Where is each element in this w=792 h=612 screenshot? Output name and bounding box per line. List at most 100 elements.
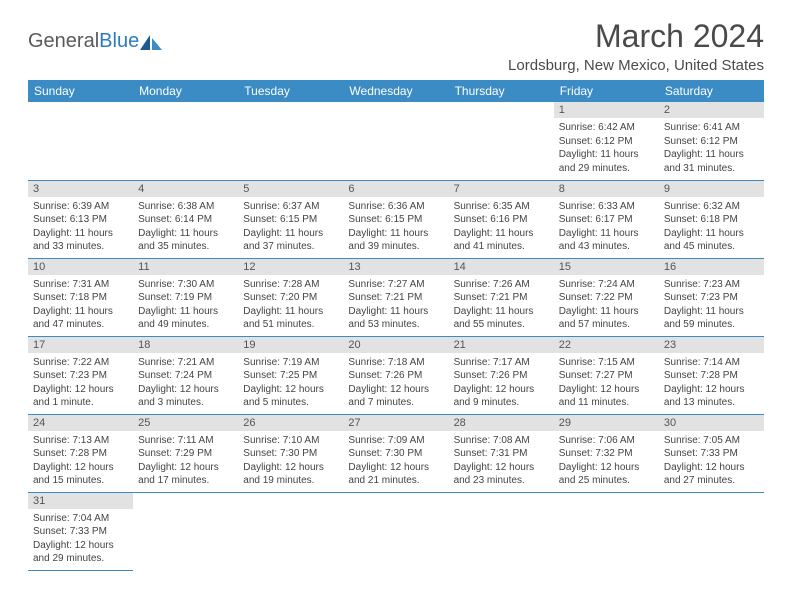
sunrise: Sunrise: 7:22 AM [33,356,128,370]
daylight: Daylight: 12 hours and 25 minutes. [559,461,654,488]
day-number: 17 [28,337,133,353]
sunset: Sunset: 7:21 PM [348,291,443,305]
day-details: Sunrise: 7:18 AMSunset: 7:26 PMDaylight:… [343,353,448,414]
daylight: Daylight: 11 hours and 45 minutes. [664,227,759,254]
header: GeneralBlue March 2024 Lordsburg, New Me… [28,18,764,74]
sunrise: Sunrise: 7:18 AM [348,356,443,370]
sunrise: Sunrise: 7:26 AM [454,278,549,292]
title-block: March 2024 Lordsburg, New Mexico, United… [508,18,764,74]
day-number: 12 [238,259,343,275]
sunrise: Sunrise: 7:05 AM [664,434,759,448]
sunset: Sunset: 7:24 PM [138,369,233,383]
calendar-cell: 21Sunrise: 7:17 AMSunset: 7:26 PMDayligh… [449,336,554,414]
sunset: Sunset: 7:28 PM [33,447,128,461]
day-details: Sunrise: 7:31 AMSunset: 7:18 PMDaylight:… [28,275,133,336]
calendar-cell: 19Sunrise: 7:19 AMSunset: 7:25 PMDayligh… [238,336,343,414]
calendar-table: SundayMondayTuesdayWednesdayThursdayFrid… [28,80,764,571]
calendar-cell [659,492,764,570]
day-number: 4 [133,181,238,197]
sunset: Sunset: 6:13 PM [33,213,128,227]
day-details: Sunrise: 6:35 AMSunset: 6:16 PMDaylight:… [449,197,554,258]
calendar-cell: 25Sunrise: 7:11 AMSunset: 7:29 PMDayligh… [133,414,238,492]
daylight: Daylight: 11 hours and 47 minutes. [33,305,128,332]
calendar-cell: 31Sunrise: 7:04 AMSunset: 7:33 PMDayligh… [28,492,133,570]
calendar-cell: 11Sunrise: 7:30 AMSunset: 7:19 PMDayligh… [133,258,238,336]
day-number: 11 [133,259,238,275]
day-details: Sunrise: 7:22 AMSunset: 7:23 PMDaylight:… [28,353,133,414]
sunset: Sunset: 7:33 PM [33,525,128,539]
day-number: 20 [343,337,448,353]
calendar-cell [554,492,659,570]
sunset: Sunset: 7:31 PM [454,447,549,461]
day-details: Sunrise: 6:37 AMSunset: 6:15 PMDaylight:… [238,197,343,258]
daylight: Daylight: 12 hours and 15 minutes. [33,461,128,488]
calendar-body: 1Sunrise: 6:42 AMSunset: 6:12 PMDaylight… [28,102,764,570]
day-number: 15 [554,259,659,275]
sunset: Sunset: 7:21 PM [454,291,549,305]
calendar-cell: 3Sunrise: 6:39 AMSunset: 6:13 PMDaylight… [28,180,133,258]
day-number: 2 [659,102,764,118]
sunset: Sunset: 6:12 PM [664,135,759,149]
day-details: Sunrise: 7:17 AMSunset: 7:26 PMDaylight:… [449,353,554,414]
calendar-cell: 16Sunrise: 7:23 AMSunset: 7:23 PMDayligh… [659,258,764,336]
sunrise: Sunrise: 7:13 AM [33,434,128,448]
daylight: Daylight: 12 hours and 23 minutes. [454,461,549,488]
sunset: Sunset: 6:12 PM [559,135,654,149]
logo-sail-icon [139,33,163,51]
calendar-cell: 18Sunrise: 7:21 AMSunset: 7:24 PMDayligh… [133,336,238,414]
sunrise: Sunrise: 7:06 AM [559,434,654,448]
day-number: 18 [133,337,238,353]
sunrise: Sunrise: 7:10 AM [243,434,338,448]
sunset: Sunset: 6:15 PM [243,213,338,227]
calendar-cell [238,102,343,180]
calendar-cell: 5Sunrise: 6:37 AMSunset: 6:15 PMDaylight… [238,180,343,258]
sunset: Sunset: 6:17 PM [559,213,654,227]
daylight: Daylight: 11 hours and 43 minutes. [559,227,654,254]
sunrise: Sunrise: 6:39 AM [33,200,128,214]
sunset: Sunset: 7:22 PM [559,291,654,305]
sunset: Sunset: 7:32 PM [559,447,654,461]
sunrise: Sunrise: 6:32 AM [664,200,759,214]
sunrise: Sunrise: 7:31 AM [33,278,128,292]
weekday-header: Wednesday [343,80,448,102]
day-details: Sunrise: 6:32 AMSunset: 6:18 PMDaylight:… [659,197,764,258]
day-details: Sunrise: 7:30 AMSunset: 7:19 PMDaylight:… [133,275,238,336]
sunrise: Sunrise: 7:24 AM [559,278,654,292]
day-number: 6 [343,181,448,197]
weekday-header: Tuesday [238,80,343,102]
calendar-cell: 27Sunrise: 7:09 AMSunset: 7:30 PMDayligh… [343,414,448,492]
day-details: Sunrise: 7:21 AMSunset: 7:24 PMDaylight:… [133,353,238,414]
sunrise: Sunrise: 7:17 AM [454,356,549,370]
calendar-cell: 15Sunrise: 7:24 AMSunset: 7:22 PMDayligh… [554,258,659,336]
sunrise: Sunrise: 6:36 AM [348,200,443,214]
daylight: Daylight: 12 hours and 7 minutes. [348,383,443,410]
day-number: 7 [449,181,554,197]
day-number: 3 [28,181,133,197]
daylight: Daylight: 11 hours and 49 minutes. [138,305,233,332]
day-details: Sunrise: 7:08 AMSunset: 7:31 PMDaylight:… [449,431,554,492]
weekday-header: Sunday [28,80,133,102]
calendar-cell [133,102,238,180]
day-details: Sunrise: 7:14 AMSunset: 7:28 PMDaylight:… [659,353,764,414]
sunrise: Sunrise: 6:38 AM [138,200,233,214]
sunrise: Sunrise: 7:23 AM [664,278,759,292]
weekday-header: Friday [554,80,659,102]
sunrise: Sunrise: 7:11 AM [138,434,233,448]
day-details: Sunrise: 6:41 AMSunset: 6:12 PMDaylight:… [659,118,764,179]
day-number: 13 [343,259,448,275]
calendar-cell [28,102,133,180]
daylight: Daylight: 12 hours and 3 minutes. [138,383,233,410]
day-number: 10 [28,259,133,275]
daylight: Daylight: 12 hours and 9 minutes. [454,383,549,410]
daylight: Daylight: 11 hours and 39 minutes. [348,227,443,254]
calendar-cell: 23Sunrise: 7:14 AMSunset: 7:28 PMDayligh… [659,336,764,414]
calendar-cell [449,102,554,180]
daylight: Daylight: 12 hours and 27 minutes. [664,461,759,488]
day-details: Sunrise: 7:26 AMSunset: 7:21 PMDaylight:… [449,275,554,336]
calendar-cell: 24Sunrise: 7:13 AMSunset: 7:28 PMDayligh… [28,414,133,492]
calendar-cell: 10Sunrise: 7:31 AMSunset: 7:18 PMDayligh… [28,258,133,336]
daylight: Daylight: 11 hours and 31 minutes. [664,148,759,175]
sunset: Sunset: 6:14 PM [138,213,233,227]
day-details: Sunrise: 7:06 AMSunset: 7:32 PMDaylight:… [554,431,659,492]
day-details: Sunrise: 7:23 AMSunset: 7:23 PMDaylight:… [659,275,764,336]
